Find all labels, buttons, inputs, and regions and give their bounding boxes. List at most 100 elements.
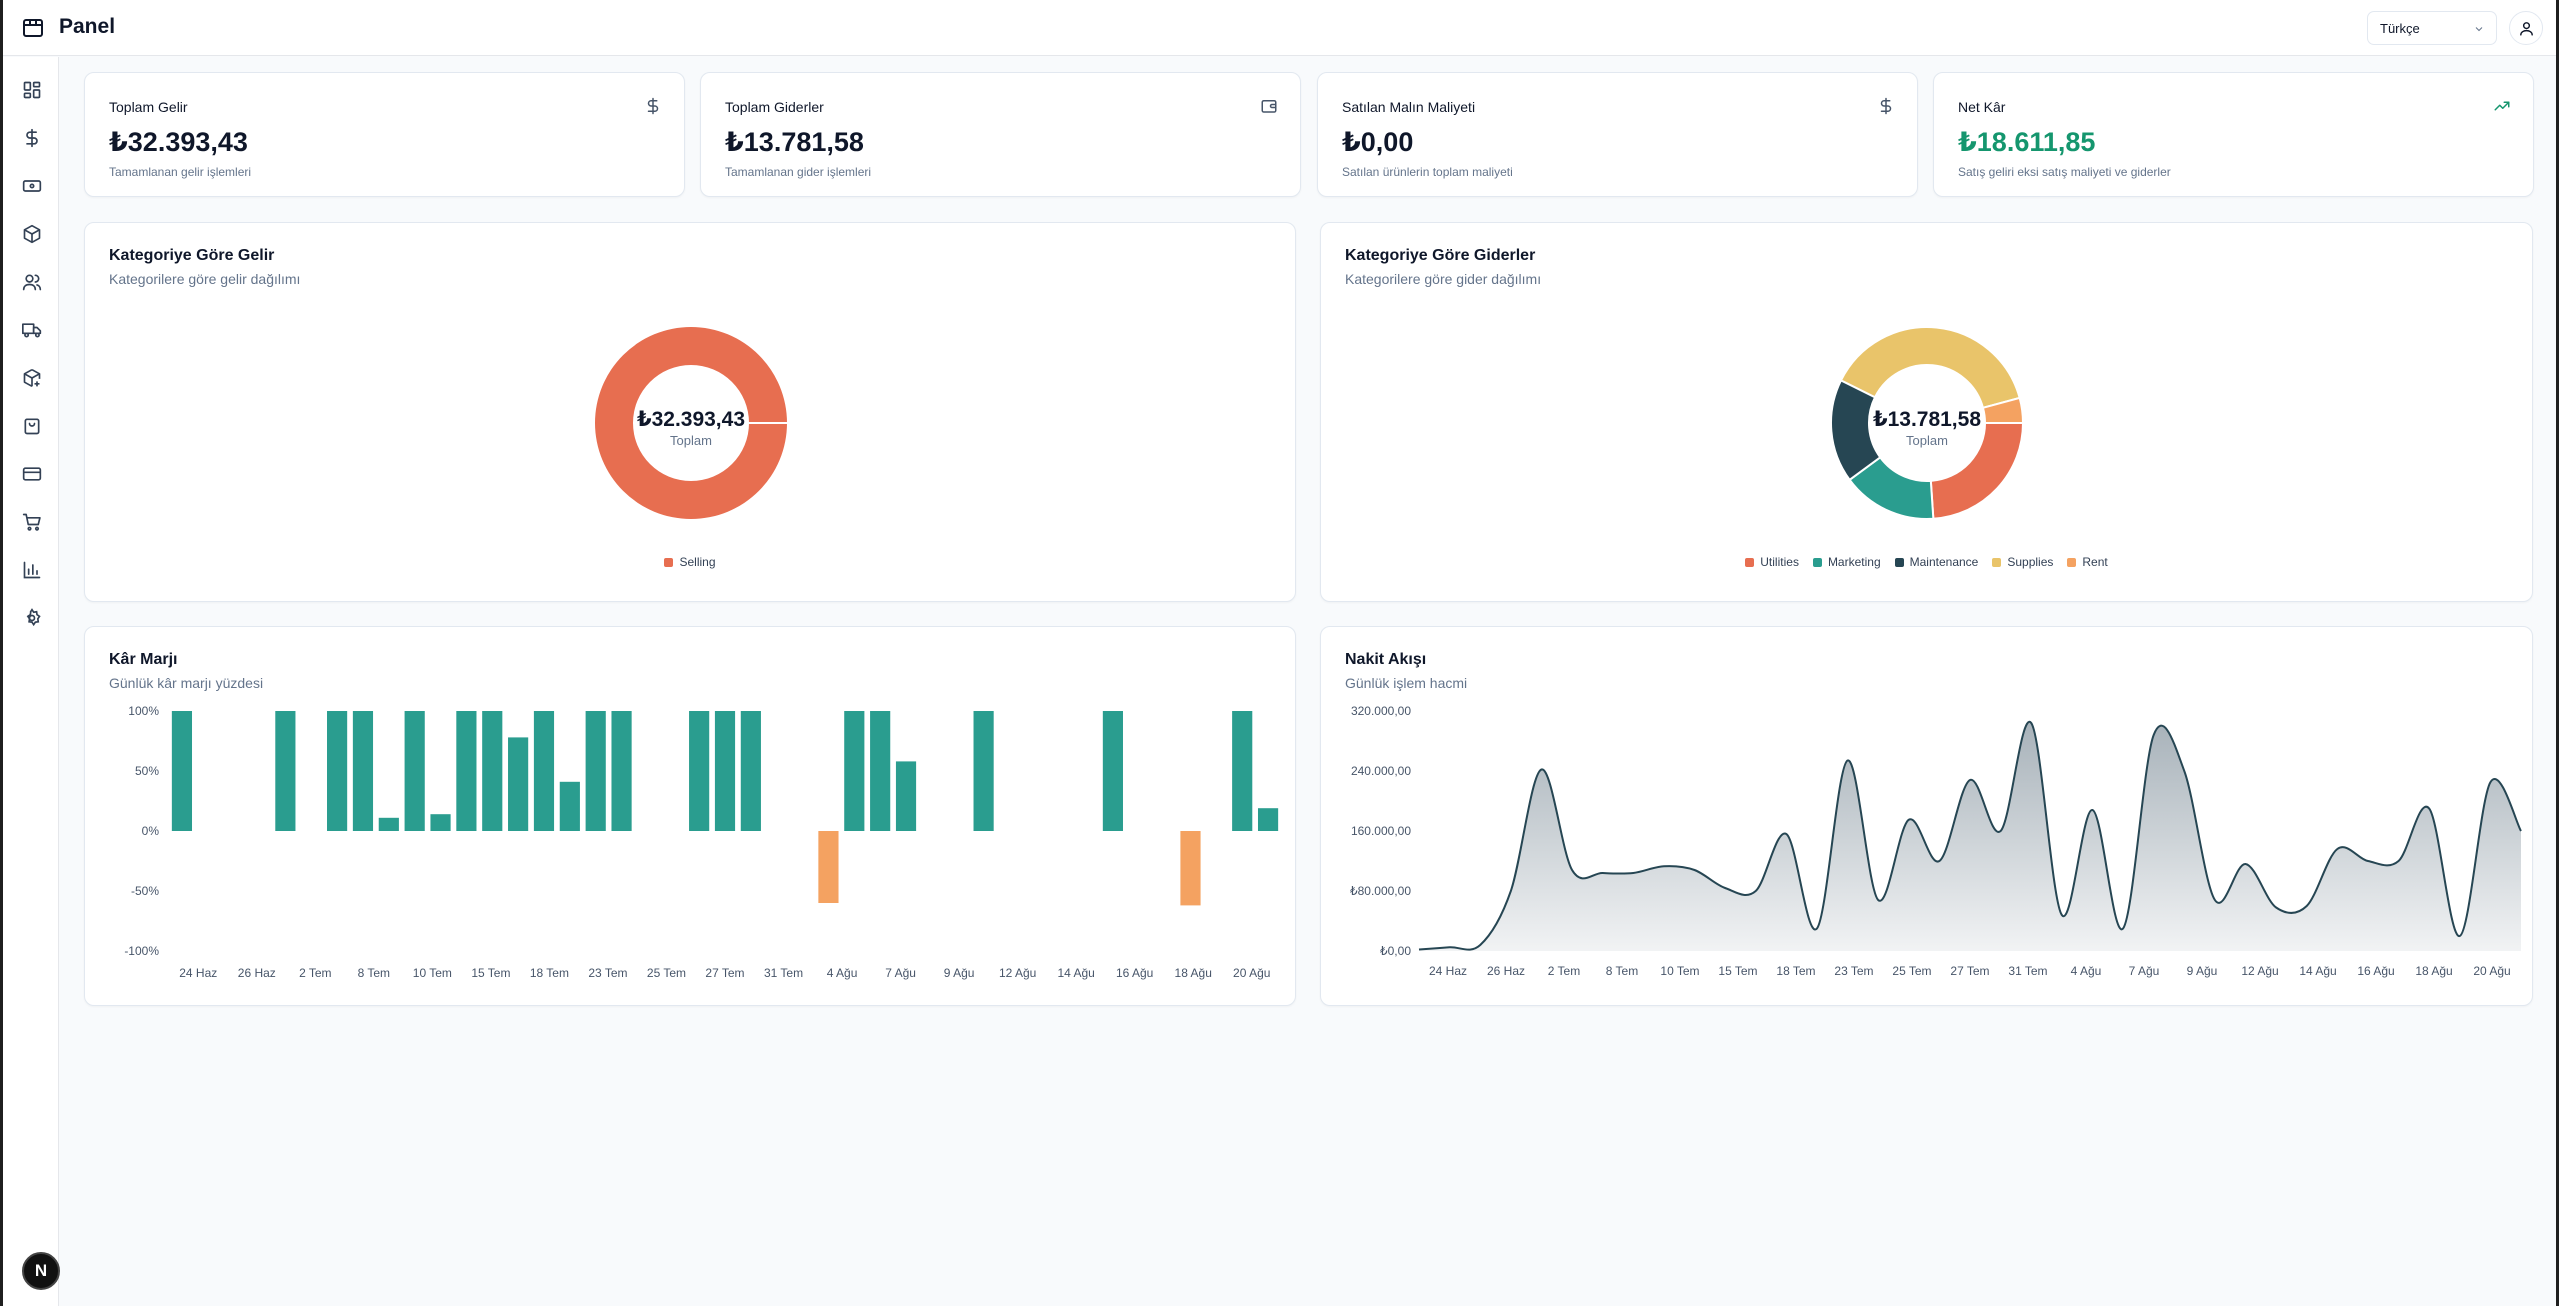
- sidebar-item-reports[interactable]: [19, 557, 45, 583]
- shopping-bag-icon: [24, 418, 40, 435]
- legend-label: Selling: [679, 555, 716, 569]
- stat-title: Net Kâr: [1958, 99, 2006, 115]
- y-tick-label: 320.000,00: [1351, 704, 1411, 718]
- margin-bar[interactable]: [973, 711, 994, 831]
- x-tick-label: 23 Tem: [1834, 964, 1873, 978]
- margin-bar[interactable]: [430, 814, 451, 831]
- margin-bar[interactable]: [533, 711, 555, 831]
- cash-flow-line[interactable]: [1418, 720, 2522, 951]
- y-tick-label: -50%: [131, 884, 159, 898]
- legend-item-rent[interactable]: Rent: [2067, 555, 2108, 569]
- margin-bar[interactable]: [559, 781, 580, 831]
- margin-bar[interactable]: [611, 711, 632, 831]
- margin-bar[interactable]: [585, 711, 606, 831]
- sidebar-item-customers[interactable]: [19, 269, 45, 295]
- x-tick-label: 18 Ağu: [2415, 964, 2452, 978]
- income-donut-chart: ₺32.393,43 Toplam: [595, 327, 787, 519]
- stat-card-net-profit: Net Kâr ₺18.611,85 Satış geliri eksi sat…: [1933, 72, 2534, 197]
- sidebar-item-settings[interactable]: [19, 605, 45, 631]
- sidebar: [3, 57, 59, 1306]
- x-tick-label: 9 Ağu: [2187, 964, 2218, 978]
- legend-swatch: [664, 557, 674, 567]
- cash-flow-area: [1419, 721, 2521, 951]
- dev-badge[interactable]: N: [22, 1252, 60, 1290]
- x-tick-label: 20 Ağu: [1233, 966, 1270, 980]
- legend-swatch: [1992, 557, 2002, 567]
- margin-bar[interactable]: [482, 711, 503, 831]
- margin-bar[interactable]: [1180, 831, 1201, 906]
- language-select[interactable]: Türkçe: [2367, 11, 2497, 45]
- x-tick-label: 27 Tem: [1950, 964, 1989, 978]
- stat-title: Toplam Giderler: [725, 99, 824, 115]
- legend-label: Utilities: [1760, 555, 1799, 569]
- legend-item-marketing[interactable]: Marketing: [1812, 555, 1881, 569]
- sidebar-item-products[interactable]: [19, 221, 45, 247]
- panel-title: Kâr Marjı: [109, 651, 178, 668]
- margin-bar[interactable]: [818, 831, 839, 903]
- margin-bar[interactable]: [456, 711, 477, 831]
- sidebar-item-expenses[interactable]: [19, 173, 45, 199]
- donut-slice-supplies[interactable]: [1839, 326, 2021, 410]
- income-legend: Selling: [85, 555, 1295, 569]
- x-tick-label: 12 Ağu: [2241, 964, 2278, 978]
- dollar-icon: [1880, 97, 1892, 115]
- legend-item-maintenance[interactable]: Maintenance: [1894, 555, 1978, 569]
- sidebar-item-suppliers[interactable]: [19, 317, 45, 343]
- margin-bar[interactable]: [327, 711, 348, 831]
- x-tick-label: 18 Ağu: [1175, 966, 1212, 980]
- legend-label: Marketing: [1827, 555, 1881, 569]
- legend-swatch: [1745, 557, 1755, 567]
- margin-bar[interactable]: [404, 711, 425, 831]
- margin-bar[interactable]: [1102, 711, 1123, 831]
- margin-bar[interactable]: [352, 711, 374, 831]
- sidebar-item-inventory[interactable]: [19, 365, 45, 391]
- margin-bar[interactable]: [508, 737, 529, 831]
- sidebar-item-dashboard[interactable]: [19, 77, 45, 103]
- x-tick-label: 18 Tem: [530, 966, 569, 980]
- legend-item-supplies[interactable]: Supplies: [1992, 555, 2053, 569]
- legend-item-selling[interactable]: Selling: [664, 555, 716, 569]
- x-tick-label: 23 Tem: [588, 966, 627, 980]
- stat-value: ₺18.611,85: [1958, 127, 2096, 157]
- margin-bar[interactable]: [1257, 808, 1279, 831]
- margin-bar[interactable]: [870, 711, 891, 831]
- x-tick-label: 8 Tem: [358, 966, 390, 980]
- sidebar-item-income[interactable]: [19, 125, 45, 151]
- legend-item-utilities[interactable]: Utilities: [1745, 555, 1799, 569]
- wallet-icon: [1261, 100, 1277, 113]
- x-tick-label: 10 Tem: [1660, 964, 1699, 978]
- sidebar-item-orders[interactable]: [19, 413, 45, 439]
- margin-bar[interactable]: [740, 711, 761, 831]
- margin-bar[interactable]: [1232, 711, 1253, 831]
- bar-chart-icon: [23, 561, 41, 579]
- top-header: Panel Türkçe: [3, 0, 2556, 56]
- margin-bar[interactable]: [714, 711, 736, 831]
- legend-label: Rent: [2082, 555, 2108, 569]
- income-by-category-card: Kategoriye Göre Gelir Kategorilere göre …: [84, 222, 1296, 602]
- x-tick-label: 2 Tem: [1548, 964, 1580, 978]
- cash-flow-card: Nakit Akışı Günlük işlem hacmi 320.000,0…: [1320, 626, 2533, 1006]
- margin-bar[interactable]: [378, 817, 399, 831]
- stat-value: ₺32.393,43: [109, 127, 248, 157]
- user-menu-button[interactable]: [2509, 11, 2543, 45]
- sidebar-item-payments[interactable]: [19, 461, 45, 487]
- expense-by-category-card: Kategoriye Göre Giderler Kategorilere gö…: [1320, 222, 2533, 602]
- x-tick-label: 7 Ağu: [885, 966, 916, 980]
- sidebar-item-sales[interactable]: [19, 509, 45, 535]
- donut-slice-selling[interactable]: [595, 327, 787, 519]
- donut-center-label: Toplam: [1906, 433, 1948, 448]
- expense-legend: Utilities Marketing Maintenance Supplies Ren…: [1321, 555, 2532, 569]
- stat-description: Satılan ürünlerin toplam maliyeti: [1342, 165, 1513, 179]
- margin-bar[interactable]: [844, 711, 865, 831]
- x-tick-label: 24 Haz: [1429, 964, 1467, 978]
- truck-icon: [22, 323, 42, 338]
- margin-bar[interactable]: [689, 711, 710, 831]
- stat-card-total-income: Toplam Gelir ₺32.393,43 Tamamlanan gelir…: [84, 72, 685, 197]
- users-icon: [22, 274, 42, 291]
- margin-bar[interactable]: [171, 711, 193, 831]
- panel-title: Kategoriye Göre Giderler: [1345, 247, 1536, 264]
- donut-slice-rent[interactable]: [1981, 396, 2025, 424]
- margin-bar[interactable]: [895, 761, 917, 831]
- margin-bar[interactable]: [275, 711, 296, 831]
- cash-flow-area-chart: 320.000,00 240.000,00 160.000,00 ₺80.000,00…: [1350, 704, 2522, 978]
